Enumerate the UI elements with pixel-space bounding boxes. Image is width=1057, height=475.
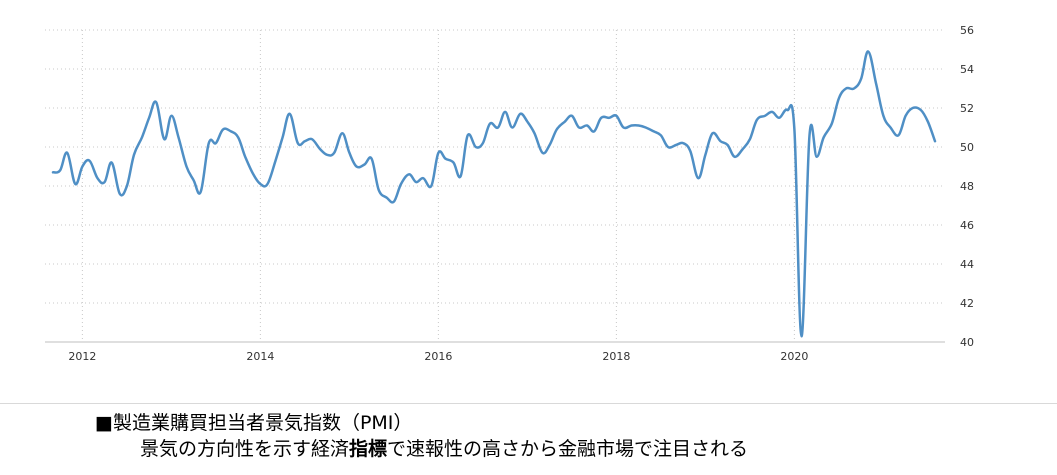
caption: ■製造業購買担当者景気指数（PMI） 景気の方向性を示す経済指標で速報性の高さか… bbox=[95, 410, 1045, 462]
y-tick-label: 56 bbox=[960, 24, 974, 37]
caption-subtitle-part-1: 景気の方向性を示す経済 bbox=[140, 438, 350, 460]
caption-title: ■製造業購買担当者景気指数（PMI） bbox=[95, 412, 413, 434]
caption-subtitle-emphasis: 指標 bbox=[349, 438, 388, 460]
chart-canvas: 40 42 44 46 48 50 52 54 56 2012 2014 2016 2018 2020 bbox=[45, 24, 974, 363]
pmi-line-chart: 40 42 44 46 48 50 52 54 56 2012 2014 2016 2018 2020 bbox=[45, 24, 974, 363]
series-line bbox=[51, 50, 937, 338]
x-axis-ticks: 2012 2014 2016 2018 2020 bbox=[68, 350, 808, 363]
x-tick-label: 2014 bbox=[246, 350, 274, 363]
grid-layer bbox=[45, 29, 945, 343]
y-tick-label: 48 bbox=[960, 180, 974, 193]
x-tick-label: 2020 bbox=[780, 350, 808, 363]
caption-subtitle-part-2: で速報性の高さから金融市場で注目される bbox=[387, 438, 749, 460]
y-tick-label: 52 bbox=[960, 102, 974, 115]
x-tick-label: 2012 bbox=[68, 350, 96, 363]
x-tick-label: 2018 bbox=[602, 350, 630, 363]
x-tick-label: 2016 bbox=[424, 350, 452, 363]
y-tick-label: 40 bbox=[960, 336, 974, 349]
y-tick-label: 42 bbox=[960, 297, 974, 310]
y-tick-label: 44 bbox=[960, 258, 974, 271]
y-axis-ticks: 40 42 44 46 48 50 52 54 56 bbox=[960, 24, 974, 349]
y-tick-label: 54 bbox=[960, 63, 974, 76]
y-tick-label: 46 bbox=[960, 219, 974, 232]
series-layer bbox=[51, 50, 937, 338]
caption-subtitle: 景気の方向性を示す経済指標で速報性の高さから金融市場で注目される bbox=[95, 436, 1045, 462]
y-tick-label: 50 bbox=[960, 141, 974, 154]
divider bbox=[0, 403, 1057, 404]
